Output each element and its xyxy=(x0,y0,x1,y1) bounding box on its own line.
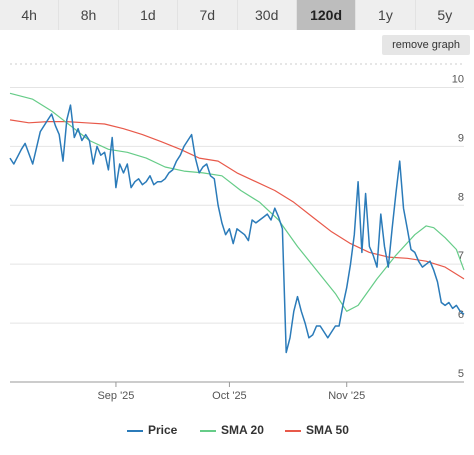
y-tick-label: 5 xyxy=(458,368,464,380)
legend-swatch xyxy=(200,429,216,432)
y-tick-label: 7 xyxy=(458,250,464,262)
range-tabs: 4h 8h 1d 7d 30d 120d 1y 5y xyxy=(0,0,474,30)
series-line-price xyxy=(9,104,465,354)
range-tab-8h[interactable]: 8h xyxy=(59,0,119,30)
legend-label: SMA 20 xyxy=(221,423,264,437)
range-tab-1d[interactable]: 1d xyxy=(118,0,179,30)
range-tab-5y[interactable]: 5y xyxy=(415,0,474,30)
legend-item-sma-20[interactable]: SMA 20 xyxy=(200,420,264,440)
legend-item-price[interactable]: Price xyxy=(127,420,177,440)
remove-graph-button[interactable]: remove graph xyxy=(382,35,470,55)
x-tick-label: Sep '25 xyxy=(97,390,134,402)
x-tick-label: Nov '25 xyxy=(328,390,365,402)
series-line-sma-20 xyxy=(9,92,465,312)
range-tab-4h[interactable]: 4h xyxy=(0,0,60,30)
legend-label: Price xyxy=(148,423,178,437)
y-tick-label: 6 xyxy=(458,309,464,321)
y-tick-label: 9 xyxy=(458,132,464,144)
y-tick-label: 8 xyxy=(458,191,464,203)
legend-swatch xyxy=(127,429,143,432)
legend-label: SMA 50 xyxy=(306,423,349,437)
range-tab-30d[interactable]: 30d xyxy=(237,0,297,30)
range-tab-1y[interactable]: 1y xyxy=(356,0,416,30)
series-line-sma-50 xyxy=(9,119,465,280)
x-tick-label: Oct '25 xyxy=(212,390,247,402)
range-tab-7d[interactable]: 7d xyxy=(178,0,238,30)
range-tab-120d[interactable]: 120d xyxy=(296,0,357,30)
y-tick-label: 10 xyxy=(452,73,464,85)
legend-item-sma-50[interactable]: SMA 50 xyxy=(285,420,349,440)
chart-legend: Price SMA 20 SMA 50 xyxy=(0,420,474,440)
legend-swatch xyxy=(285,429,301,432)
